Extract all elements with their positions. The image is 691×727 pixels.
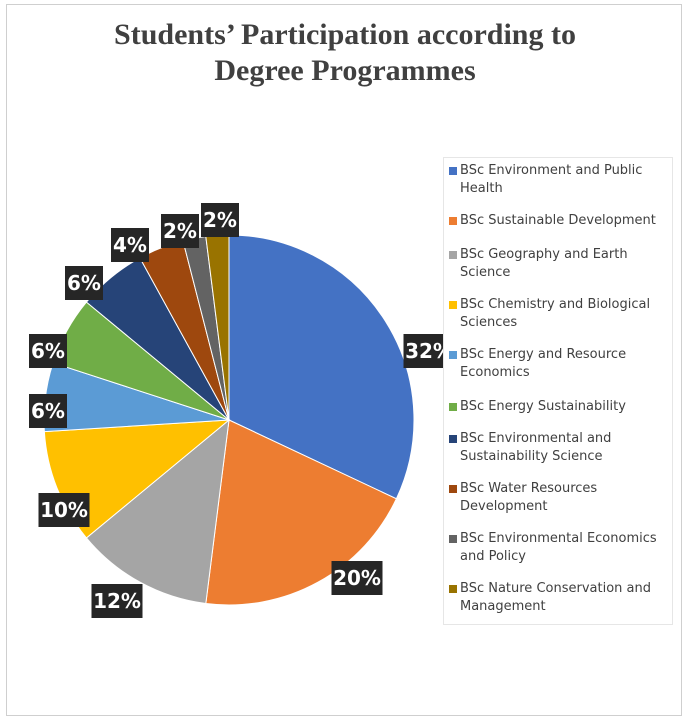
legend-swatch bbox=[449, 301, 457, 309]
data-label-text: 6% bbox=[67, 271, 101, 295]
data-label-box bbox=[201, 203, 239, 237]
data-label-box bbox=[38, 493, 90, 527]
data-label: 6% bbox=[65, 266, 103, 300]
legend-item: BSc Energy Sustainability bbox=[444, 398, 672, 416]
data-label-text: 2% bbox=[163, 219, 197, 243]
legend-item: BSc Water Resources Development bbox=[444, 480, 672, 516]
legend-item: BSc Environmental Economics and Policy bbox=[444, 530, 672, 566]
data-label-text: 10% bbox=[40, 498, 88, 522]
legend-label: BSc Water Resources Development bbox=[460, 481, 598, 514]
legend-item: BSc Nature Conservation and Management bbox=[444, 580, 672, 616]
pie-slice bbox=[228, 234, 415, 500]
legend-item: BSc Chemistry and Biological Sciences bbox=[444, 296, 672, 332]
data-label: 12% bbox=[91, 584, 143, 618]
data-label-box bbox=[161, 214, 199, 248]
data-label: 20% bbox=[331, 561, 383, 595]
data-label-box bbox=[65, 266, 103, 300]
legend-swatch bbox=[449, 403, 457, 411]
legend-label: BSc Energy and Resource Economics bbox=[460, 347, 627, 380]
pie-slice bbox=[205, 419, 398, 606]
legend-swatch bbox=[449, 485, 457, 493]
chart-title: Students’ Participation according to Deg… bbox=[114, 18, 576, 87]
data-label-box bbox=[29, 334, 67, 368]
legend-label: BSc Environment and Public Health bbox=[460, 163, 643, 196]
pie-slice bbox=[85, 418, 230, 605]
legend-label: BSc Geography and Earth Science bbox=[460, 247, 628, 280]
legend-item: BSc Energy and Resource Economics bbox=[444, 346, 672, 382]
data-label-text: 4% bbox=[113, 233, 147, 257]
legend-item: BSc Environmental and Sustainability Sci… bbox=[444, 430, 672, 466]
data-label-text: 12% bbox=[93, 589, 141, 613]
legend-label: BSc Energy Sustainability bbox=[460, 399, 626, 414]
data-label: 10% bbox=[38, 493, 90, 527]
data-label-text: 2% bbox=[203, 208, 237, 232]
legend-swatch bbox=[449, 435, 457, 443]
data-label-box bbox=[91, 584, 143, 618]
legend-label: BSc Nature Conservation and Management bbox=[460, 581, 651, 614]
pie-slice bbox=[43, 419, 231, 539]
legend-swatch bbox=[449, 167, 457, 175]
data-label-box bbox=[29, 394, 67, 428]
legend: BSc Environment and Public Health BSc Sus… bbox=[443, 157, 673, 625]
chart-frame: Students’ Participation according to Deg… bbox=[6, 4, 682, 716]
data-label: 6% bbox=[29, 334, 67, 368]
data-label-text: 6% bbox=[31, 399, 65, 423]
legend-item: BSc Environment and Public Health bbox=[444, 162, 672, 198]
data-label-text: 20% bbox=[333, 566, 381, 590]
data-label: 6% bbox=[29, 394, 67, 428]
legend-label: BSc Environmental and Sustainability Sci… bbox=[460, 431, 612, 464]
data-label: 4% bbox=[111, 228, 149, 262]
data-label: 2% bbox=[161, 214, 199, 248]
pie-chart: 32%20%12%10%6%6%6%4%2% 2% bbox=[29, 203, 455, 618]
data-label-text: 6% bbox=[31, 339, 65, 363]
legend-label: BSc Sustainable Development bbox=[460, 213, 656, 228]
legend-item: BSc Geography and Earth Science bbox=[444, 246, 672, 282]
legend-swatch bbox=[449, 585, 457, 593]
legend-label: BSc Environmental Economics and Policy bbox=[460, 531, 657, 564]
legend-swatch bbox=[449, 217, 457, 225]
data-label: 2% bbox=[201, 203, 239, 237]
data-label-box bbox=[331, 561, 383, 595]
legend-swatch bbox=[449, 251, 457, 259]
legend-item: BSc Sustainable Development bbox=[444, 212, 672, 230]
legend-swatch bbox=[449, 535, 457, 543]
data-label-box bbox=[111, 228, 149, 262]
legend-swatch bbox=[449, 351, 457, 359]
legend-label: BSc Chemistry and Biological Sciences bbox=[460, 297, 651, 330]
